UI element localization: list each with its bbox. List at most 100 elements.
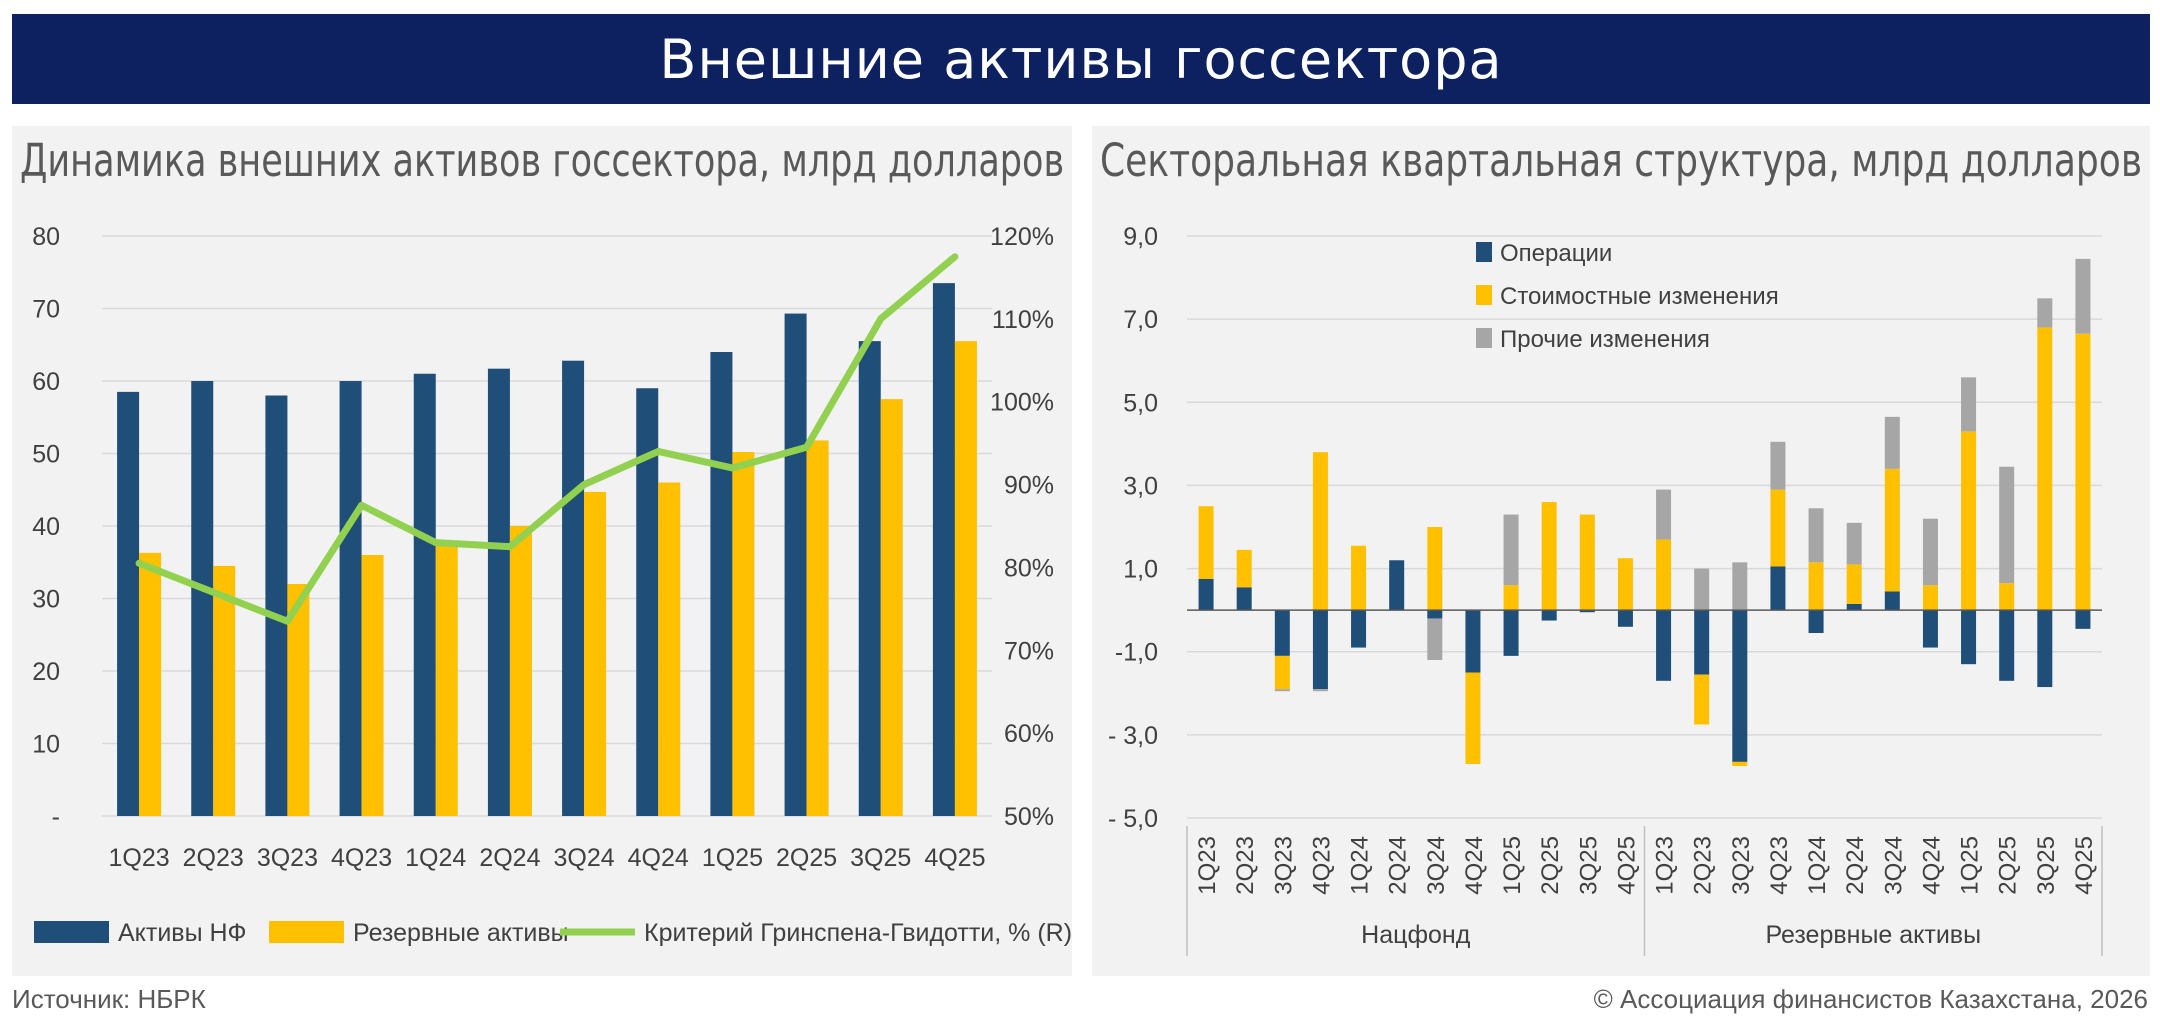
y-tick-label: 40 (32, 513, 60, 541)
y-tick-label: 70 (32, 296, 60, 324)
bar-стоимостные-изменения (1961, 431, 1977, 611)
bar-резервные-активы (584, 491, 607, 816)
bar-резервные-активы (435, 544, 458, 816)
x-tick-label: 4Q23 (1308, 836, 1335, 895)
bar-операции (1579, 610, 1595, 613)
group-label: Резервные активы (1765, 921, 1981, 949)
bar-стоимостные-изменения (1656, 539, 1672, 611)
group-label: Нацфонд (1361, 921, 1471, 949)
bar-прочие-изменения (1846, 522, 1862, 565)
bar-активы-нф (191, 381, 214, 816)
bar-операции (1427, 610, 1443, 619)
title-banner: Внешние активы госсектора (12, 14, 2150, 104)
x-tick-label: 1Q25 (1957, 836, 1984, 895)
bar-стоимостные-изменения (1846, 564, 1862, 604)
bar-стоимостные-изменения (1465, 672, 1481, 764)
sector-structure-panel: Секторальная квартальная структура, млрд… (1092, 126, 2150, 976)
asset-dynamics-chart: - 10 20 30 40 50 60 70 80 50% 60% 70% 80% 90% 100% 110… (32, 223, 1072, 947)
y-tick-label: - 5,0 (1108, 805, 1158, 833)
bar-стоимостные-изменения (1503, 585, 1519, 611)
x-tick-label: 2Q24 (1385, 836, 1412, 895)
x-tick-label: 2Q25 (1537, 836, 1564, 895)
x-tick-label: 3Q24 (553, 844, 614, 872)
x-tick-label: 1Q23 (1194, 836, 1221, 895)
y2-tick-label: 120% (990, 223, 1054, 251)
bar-операции (1808, 610, 1824, 634)
bar-стоимостные-изменения (1351, 545, 1367, 611)
bar-активы-нф (932, 283, 955, 816)
x-tick-label: 4Q25 (2071, 836, 2098, 895)
bar-прочие-изменения (1922, 518, 1938, 586)
bar-операции (1922, 610, 1938, 648)
legend-label: Операции (1500, 240, 1612, 267)
x-tick-label: 4Q25 (924, 844, 985, 872)
legend-label: Прочие изменения (1500, 326, 1710, 353)
legend-label: Активы НФ (118, 919, 247, 947)
bar-операции (2037, 610, 2053, 688)
bar-прочие-изменения (1656, 489, 1672, 540)
bar-прочие-изменения (1961, 377, 1977, 432)
legend-label: Критерий Гринспена-Гвидотти, % (R) (644, 919, 1072, 947)
bar-прочие-изменения (2037, 298, 2053, 328)
legend-swatch (1476, 242, 1492, 262)
bar-стоимостные-изменения (1617, 558, 1633, 611)
bar-операции (1389, 560, 1405, 611)
bar-резервные-активы (213, 565, 236, 816)
x-tick-label: 3Q23 (1728, 836, 1755, 895)
bar-стоимостные-изменения (1884, 468, 1900, 592)
bar-активы-нф (784, 313, 807, 816)
y2-tick-label: 100% (990, 389, 1054, 417)
bar-прочие-изменения (1732, 562, 1748, 611)
y-tick-label: -1,0 (1115, 639, 1158, 667)
bar-резервные-активы (880, 399, 903, 816)
bar-стоимостные-изменения (1427, 527, 1443, 611)
y-tick-label: 30 (32, 586, 60, 614)
bar-стоимостные-изменения (1312, 452, 1328, 611)
bar-стоимостные-изменения (2075, 333, 2091, 611)
asset-dynamics-chart-title: Динамика внешних активов госсектора, млр… (20, 134, 1065, 187)
bar-операции (1503, 610, 1519, 656)
bar-стоимостные-изменения (1236, 549, 1252, 588)
y-tick-label: 80 (32, 223, 60, 251)
bar-резервные-активы (287, 584, 310, 816)
bar-стоимостные-изменения (1274, 655, 1290, 690)
bar-операции (1961, 610, 1977, 665)
y2-tick-label: 90% (1004, 472, 1054, 500)
x-tick-label: 1Q23 (1652, 836, 1679, 895)
bar-резервные-активы (732, 452, 755, 816)
bar-активы-нф (117, 391, 140, 816)
y2-tick-label: 110% (992, 306, 1054, 334)
copyright-note: © Ассоциация финансистов Казахстана, 202… (1593, 984, 2148, 1014)
bar-операции (1236, 587, 1252, 611)
x-tick-label: 2Q24 (1842, 836, 1869, 895)
bar-активы-нф (413, 373, 436, 816)
x-tick-label: 2Q25 (1995, 836, 2022, 895)
x-tick-label: 4Q24 (1461, 836, 1488, 895)
x-tick-label: 2Q23 (183, 844, 244, 872)
x-tick-label: 4Q23 (331, 844, 392, 872)
bar-операции (1351, 610, 1367, 648)
bar-прочие-изменения (1312, 689, 1328, 692)
y-tick-label: - 3,0 (1108, 722, 1158, 750)
bar-активы-нф (562, 360, 585, 816)
bar-стоимостные-изменения (1808, 562, 1824, 611)
legend-swatch (1476, 328, 1492, 348)
source-note: Источник: НБРК (12, 984, 206, 1014)
bar-операции (1732, 610, 1748, 762)
x-tick-label: 2Q23 (1232, 836, 1259, 895)
x-tick-label: 1Q25 (702, 844, 763, 872)
y-tick-label: 1,0 (1123, 556, 1158, 584)
bar-операции (2075, 610, 2091, 629)
bar-резервные-активы (954, 341, 977, 816)
x-tick-label: 1Q24 (1804, 836, 1831, 895)
x-tick-label: 4Q23 (1766, 836, 1793, 895)
x-tick-label: 3Q23 (257, 844, 318, 872)
bar-операции (1198, 578, 1214, 611)
y2-tick-label: 60% (1004, 720, 1054, 748)
bar-операции (1617, 610, 1633, 627)
y-tick-label: 20 (32, 658, 60, 686)
bar-резервные-активы (509, 526, 532, 816)
x-tick-label: 1Q25 (1499, 836, 1526, 895)
y-tick-label: 60 (32, 368, 60, 396)
bar-активы-нф (265, 395, 288, 816)
